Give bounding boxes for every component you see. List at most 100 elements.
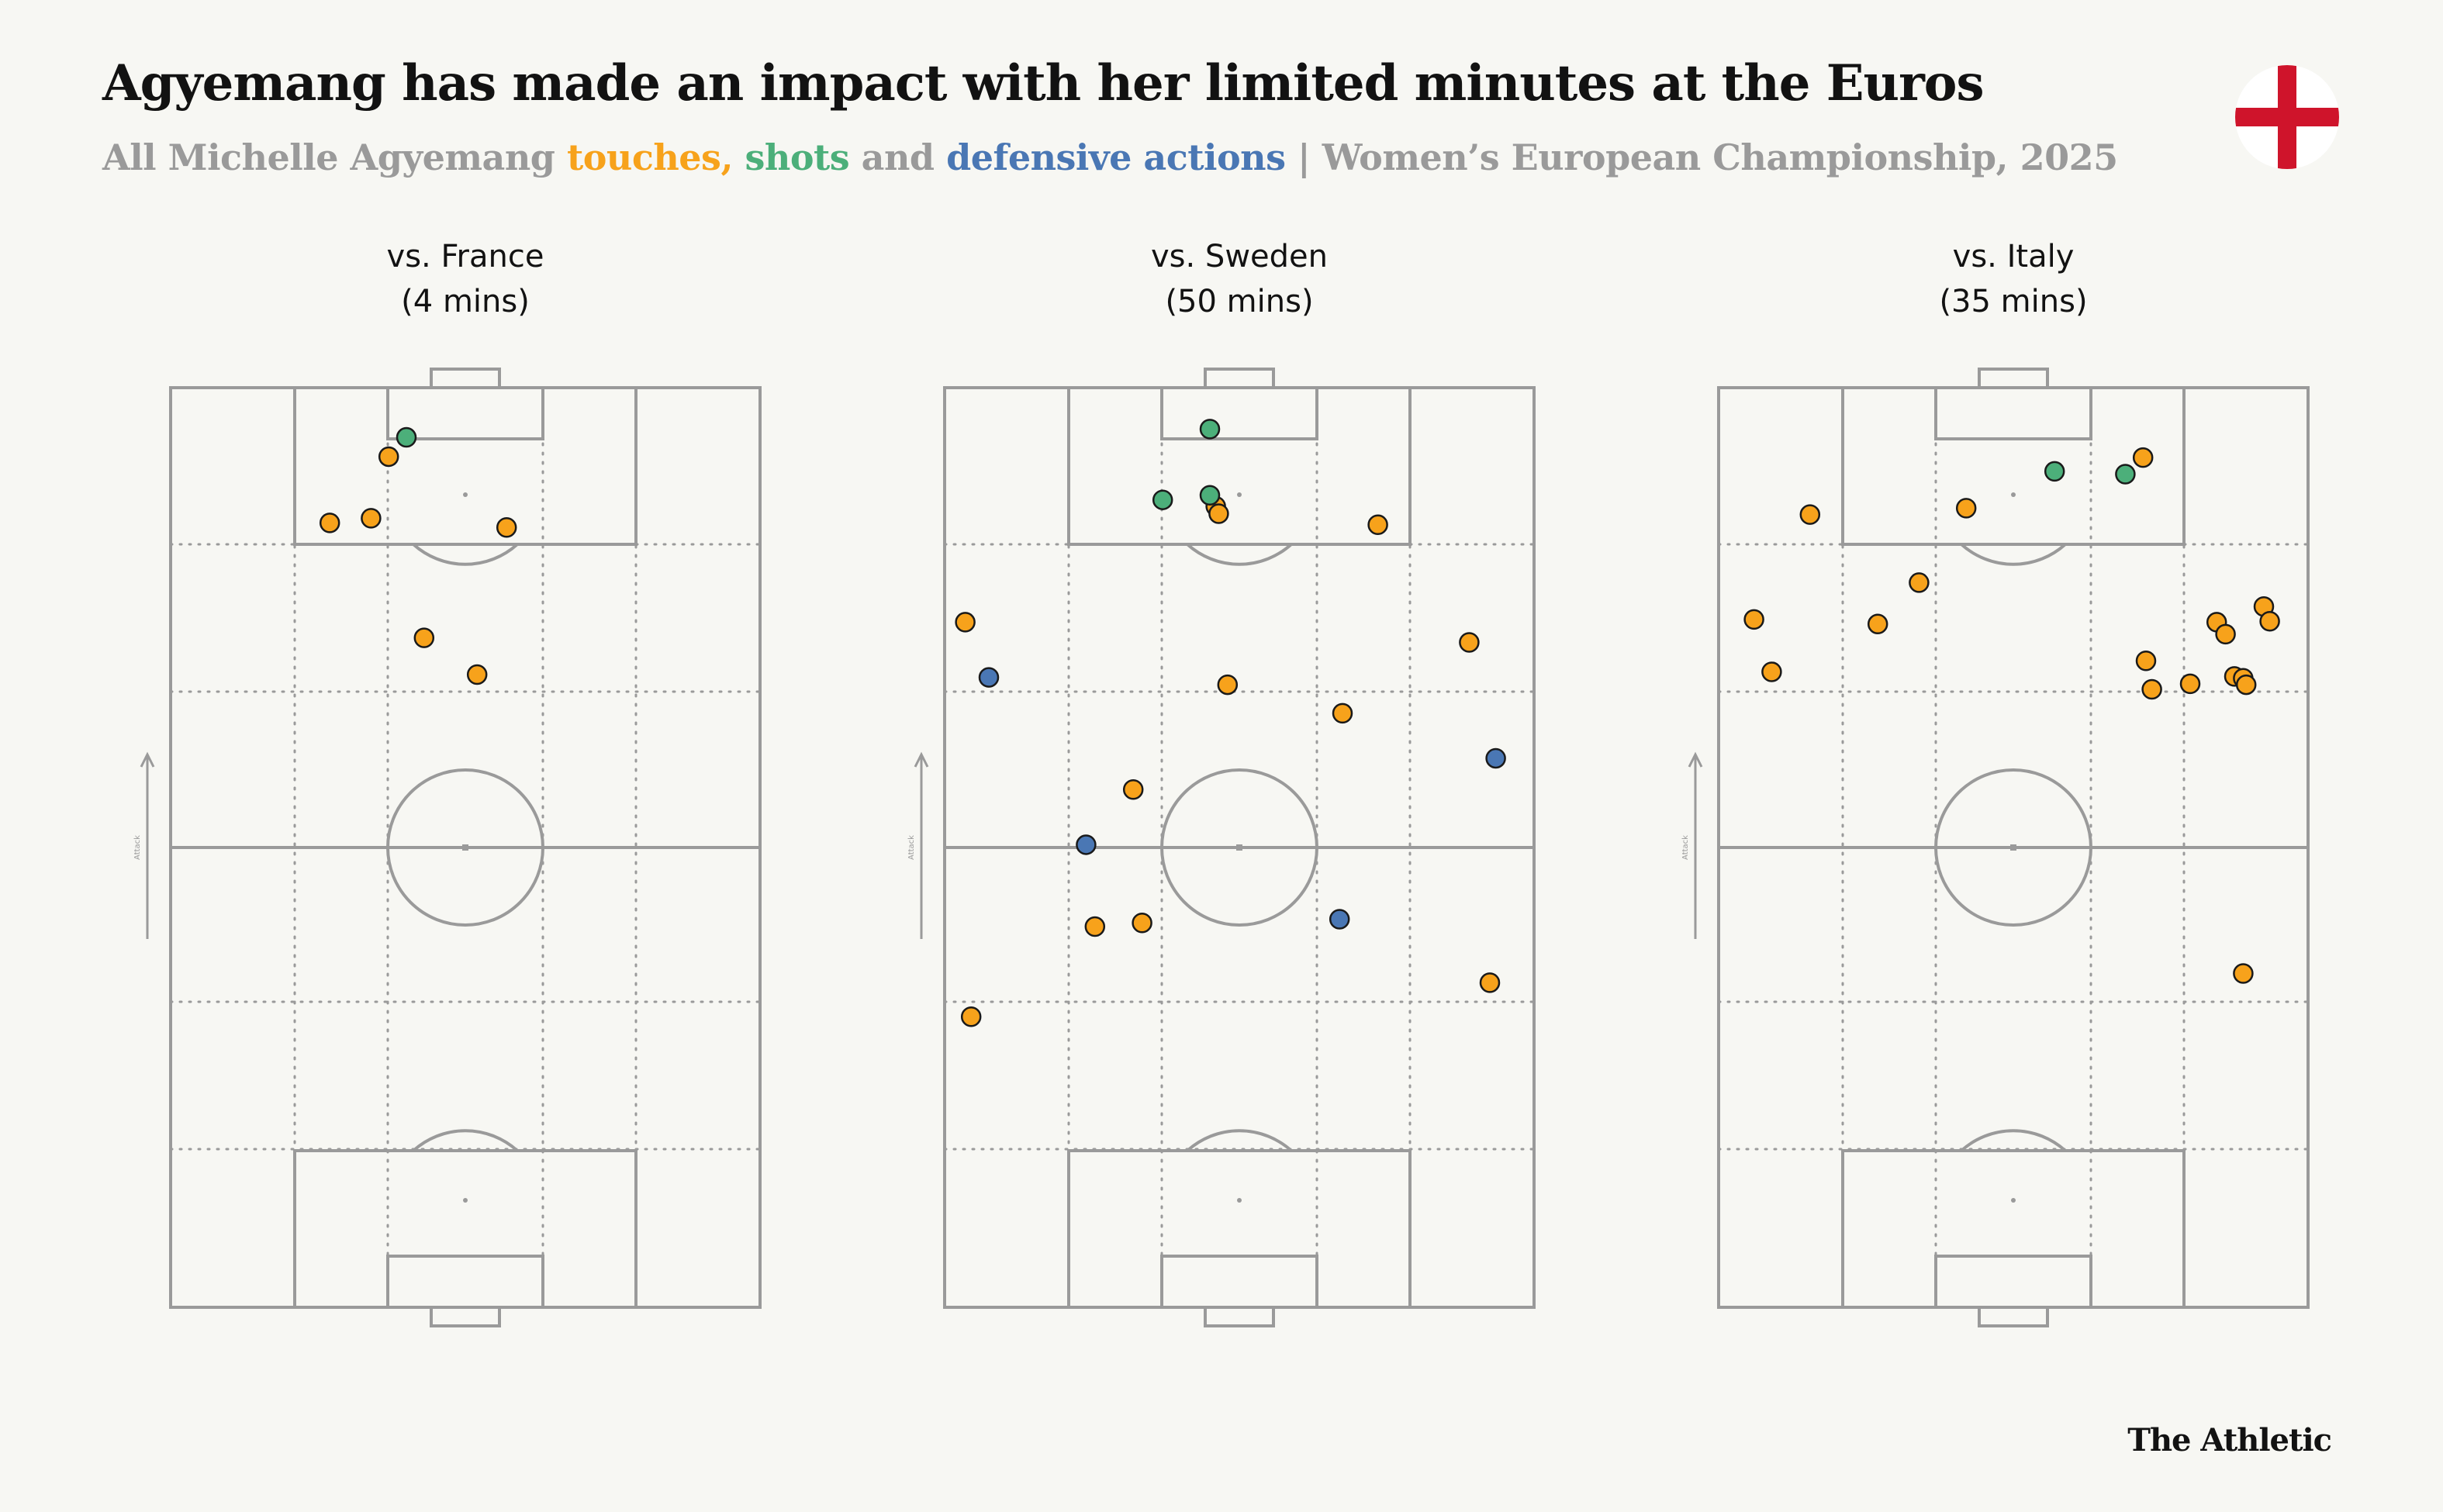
touches-point [1332,702,1353,724]
touches-point [1122,779,1144,800]
touches-point [1208,503,1229,524]
subtitle-lead: All Michelle Agyemang [102,136,567,178]
attack-arrow-head [914,751,929,768]
penalty-arc-bottom [412,1129,519,1152]
touches-point [960,1006,982,1027]
touches-point [2135,650,2157,671]
goal-top [1978,368,2049,389]
touches-point [2215,623,2236,645]
shots-point [1199,419,1221,440]
touches-point [1909,572,1930,593]
centre-circle [1934,768,2092,927]
goal-top [430,368,501,389]
six-yard-box-bottom [1160,1255,1318,1309]
touches-point [2132,447,2154,468]
shots-point [396,426,417,448]
touches-point [1867,613,1888,635]
goal-bottom [1204,1306,1275,1327]
legend-defensive-actions: defensive actions [946,136,1286,178]
pitch-3: Attack [1681,368,2310,1327]
touches-point [361,508,382,529]
penalty-box-bottom [1841,1149,2186,1309]
defensive-actions-point [1329,909,1350,930]
touches-point [2259,610,2280,632]
flag-cross-horizontal [2235,108,2339,126]
panel-minutes-france: (4 mins) [401,284,530,319]
six-yard-box-top [1934,386,2092,440]
legend-shots: shots [745,136,850,178]
centre-spot [1236,844,1242,851]
panel-label-italy: vs. Italy (35 mins) [1719,234,2308,324]
subtitle-and: and [849,136,947,178]
goal-top [1204,368,1275,389]
attack-arrow-head [140,751,155,768]
penalty-arc-top [1960,543,2067,566]
touches-point [2235,674,2257,696]
touches-point [1799,504,1821,525]
penalty-spot-top [2011,492,2016,497]
touches-point [955,612,976,633]
touches-point [1479,972,1501,993]
panel-minutes-italy: (35 mins) [1939,284,2088,319]
panel-minutes-sweden: (50 mins) [1165,284,1314,319]
goal-bottom [1978,1306,2049,1327]
penalty-arc-top [412,543,519,566]
brand-logo: The Athletic [2127,1422,2332,1458]
penalty-spot-top [463,492,468,497]
touches-point [378,446,399,468]
legend-touches: touches, [566,136,734,178]
attack-label: Attack [907,835,916,860]
penalty-arc-bottom [1186,1129,1293,1152]
touches-point [1084,916,1106,937]
touches-point [1367,514,1388,535]
penalty-box-top [1841,386,2186,546]
penalty-box-top [293,386,638,546]
defensive-actions-point [1485,747,1506,769]
touches-point [1217,674,1239,696]
panel-title-sweden: vs. Sweden [1150,239,1328,274]
touches-point [319,513,340,533]
penalty-box-bottom [1067,1149,1412,1309]
attack-label: Attack [1681,835,1690,860]
panel-label-france: vs. France (4 mins) [171,234,760,324]
touches-point [1132,913,1152,934]
panel-label-sweden: vs. Sweden (50 mins) [945,234,1534,324]
penalty-arc-top [1186,543,1293,566]
six-yard-box-bottom [1934,1255,2092,1309]
shots-point [1152,489,1173,510]
centre-circle [386,768,544,927]
touches-point [2179,673,2201,695]
centre-spot [2010,844,2016,851]
shots-point [1199,485,1221,506]
chart-subtitle: All Michelle Agyemang touches, shots and… [102,136,2118,178]
touches-point [1743,609,1764,630]
penalty-box-top [1067,386,1412,546]
chart-title: Agyemang has made an impact with her lim… [102,54,1984,112]
attack-label: Attack [133,835,142,860]
panel-title-italy: vs. Italy [1952,239,2075,274]
six-yard-box-top [1160,386,1318,440]
touches-point [1761,661,1782,682]
goal-bottom [430,1306,501,1327]
shots-point [2115,464,2136,485]
defensive-actions-point [1076,834,1097,855]
centre-spot [462,844,468,851]
panel-title-france: vs. France [386,239,544,274]
england-flag-icon [2235,65,2339,169]
penalty-spot-bottom [2011,1198,2016,1203]
defensive-actions-point [978,667,1000,688]
touches-point [413,627,435,648]
touches-point [466,664,488,685]
subtitle-rest: | Women’s European Championship, 2025 [1285,136,2118,178]
six-yard-box-bottom [386,1255,544,1309]
centre-circle [1160,768,1318,927]
touches-point [1955,498,1977,519]
touches-point [2141,678,2162,700]
penalty-arc-bottom [1960,1129,2067,1152]
touches-point [496,517,517,538]
pitch-1: Attack [133,368,762,1327]
penalty-spot-bottom [1237,1198,1242,1203]
shots-point [2044,461,2065,482]
penalty-spot-bottom [463,1198,468,1203]
